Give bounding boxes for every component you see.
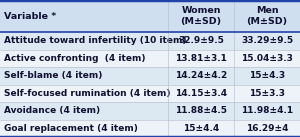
Text: 11.98±4.1: 11.98±4.1: [241, 106, 293, 115]
Text: 15.04±3.3: 15.04±3.3: [241, 54, 293, 63]
Text: 15±4.4: 15±4.4: [183, 124, 219, 133]
Bar: [0, 67, 300, 85]
Text: Variable *: Variable *: [4, 12, 56, 21]
Text: 15±4.3: 15±4.3: [249, 71, 285, 80]
Text: Self-blame (4 item): Self-blame (4 item): [4, 71, 102, 80]
Bar: [0, 0, 300, 32]
Text: Active confronting  (4 item): Active confronting (4 item): [4, 54, 145, 63]
Text: Goal replacement (4 item): Goal replacement (4 item): [4, 124, 137, 133]
Text: Avoidance (4 item): Avoidance (4 item): [4, 106, 100, 115]
Text: Attitude toward infertility (10 item): Attitude toward infertility (10 item): [4, 36, 186, 45]
Text: Men
(M±SD): Men (M±SD): [246, 6, 288, 26]
Text: Women
(M±SD): Women (M±SD): [180, 6, 222, 26]
Text: 32.9±9.5: 32.9±9.5: [178, 36, 224, 45]
Bar: [0, 32, 300, 50]
Bar: [0, 119, 300, 137]
Text: 11.88±4.5: 11.88±4.5: [175, 106, 227, 115]
Text: 14.24±4.2: 14.24±4.2: [175, 71, 227, 80]
Text: 14.15±3.4: 14.15±3.4: [175, 89, 227, 98]
Text: Self-focused rumination (4 item): Self-focused rumination (4 item): [4, 89, 170, 98]
Bar: [0, 50, 300, 67]
Bar: [0, 102, 300, 119]
Bar: [0, 85, 300, 102]
Text: 13.81±3.1: 13.81±3.1: [175, 54, 227, 63]
Text: 16.29±4: 16.29±4: [246, 124, 288, 133]
Text: 33.29±9.5: 33.29±9.5: [241, 36, 293, 45]
Text: 15±3.3: 15±3.3: [249, 89, 285, 98]
